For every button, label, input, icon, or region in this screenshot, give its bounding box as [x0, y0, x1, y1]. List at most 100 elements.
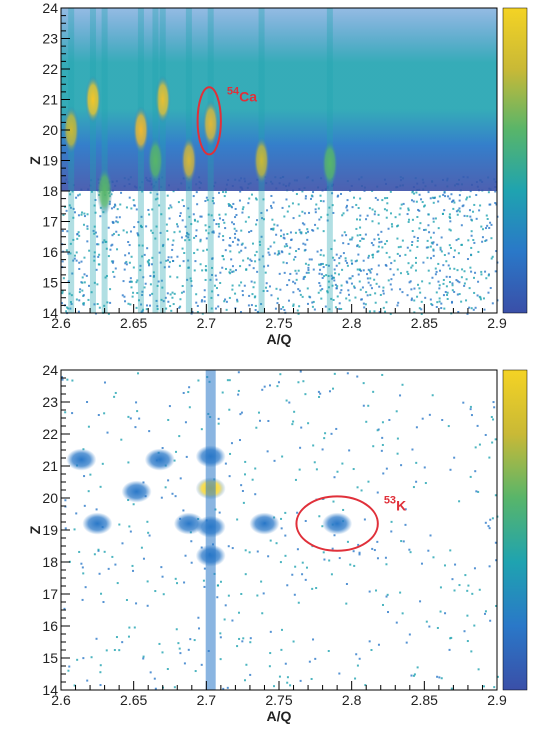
x-tick-label: 2.85	[411, 315, 438, 331]
noise	[93, 553, 96, 556]
noise	[340, 289, 343, 292]
noise	[327, 650, 330, 653]
noise	[435, 291, 438, 294]
noise	[97, 243, 100, 246]
noise	[146, 247, 149, 250]
noise	[250, 304, 253, 307]
noise	[199, 263, 202, 266]
noise	[217, 417, 220, 420]
noise	[167, 256, 170, 259]
noise	[111, 243, 114, 246]
noise	[222, 687, 225, 690]
noise	[404, 523, 407, 526]
noise	[321, 448, 324, 451]
x-tick-label: 2.9	[487, 692, 507, 708]
noise	[267, 247, 270, 250]
noise	[254, 304, 257, 307]
noise	[466, 614, 469, 617]
noise	[320, 297, 323, 300]
noise	[242, 259, 245, 262]
noise	[165, 307, 168, 310]
noise	[470, 414, 473, 417]
noise	[455, 210, 458, 213]
noise	[324, 305, 327, 308]
noise	[352, 468, 355, 471]
noise	[384, 556, 387, 559]
noise	[399, 272, 402, 275]
noise	[457, 209, 460, 212]
noise	[429, 534, 432, 537]
noise	[486, 217, 489, 220]
noise	[173, 231, 176, 234]
noise	[198, 627, 201, 630]
noise	[485, 239, 488, 242]
noise	[372, 445, 375, 448]
noise	[458, 194, 461, 197]
noise	[487, 274, 490, 277]
noise	[269, 384, 272, 387]
noise	[474, 470, 477, 473]
noise	[196, 248, 199, 251]
noise	[337, 273, 340, 276]
noise	[65, 209, 68, 212]
noise	[217, 222, 220, 225]
noise	[67, 669, 70, 672]
noise	[208, 225, 211, 228]
noise	[362, 302, 365, 305]
noise	[304, 393, 307, 396]
noise	[183, 662, 186, 665]
noise	[231, 240, 234, 243]
noise	[319, 289, 322, 292]
noise	[106, 431, 109, 434]
noise	[448, 648, 451, 651]
noise	[355, 227, 358, 230]
noise	[285, 243, 288, 246]
noise	[318, 395, 321, 398]
noise	[345, 297, 348, 300]
noise	[358, 280, 361, 283]
noise	[132, 199, 135, 202]
noise	[451, 289, 454, 292]
noise	[323, 558, 326, 561]
noise	[101, 462, 104, 465]
noise	[244, 246, 247, 249]
noise	[73, 528, 76, 531]
noise	[487, 191, 490, 194]
peak	[202, 99, 219, 148]
noise	[484, 227, 487, 230]
y-tick-label: 20	[42, 490, 58, 506]
noise	[465, 278, 468, 281]
noise	[447, 264, 450, 267]
noise	[234, 216, 237, 219]
noise	[270, 228, 273, 231]
noise	[364, 233, 367, 236]
noise	[129, 417, 132, 420]
y-axis-label: Z	[27, 156, 43, 165]
noise	[297, 288, 300, 291]
noise	[280, 628, 283, 631]
noise	[440, 236, 443, 239]
noise	[445, 285, 448, 288]
noise	[97, 549, 100, 552]
noise	[68, 204, 71, 207]
noise	[181, 199, 184, 202]
noise	[388, 418, 391, 421]
noise	[328, 308, 331, 311]
streak	[89, 8, 96, 313]
noise	[219, 271, 222, 274]
noise	[294, 478, 297, 481]
noise	[218, 232, 221, 235]
noise	[145, 225, 148, 228]
noise	[146, 520, 149, 523]
noise	[75, 196, 78, 199]
noise	[341, 214, 344, 217]
noise	[138, 299, 141, 302]
noise	[240, 249, 243, 252]
noise	[228, 475, 231, 478]
noise	[281, 206, 284, 209]
noise	[310, 258, 313, 261]
noise	[65, 306, 68, 309]
noise	[476, 424, 479, 427]
noise	[281, 251, 284, 254]
noise	[90, 656, 93, 659]
